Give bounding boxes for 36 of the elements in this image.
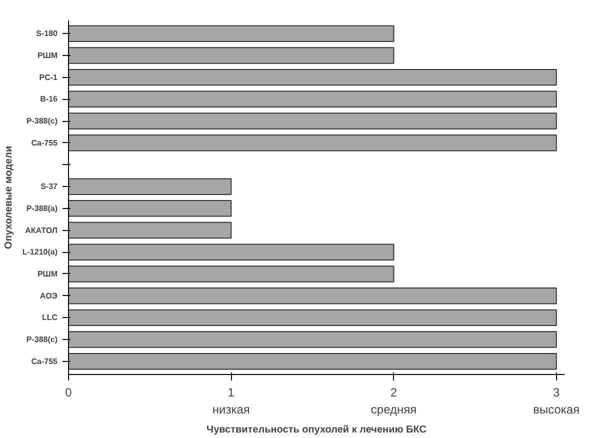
- y-tick-label: S-180: [36, 29, 58, 38]
- y-tick-label: АКАТОЛ: [25, 226, 58, 235]
- x-axis-title: Чувствительность опухолей к лечению БКС: [206, 424, 426, 436]
- bar: [68, 200, 232, 217]
- y-axis-title: Опухолевые модели: [3, 146, 14, 250]
- x-tick-label: 1 низкая: [212, 386, 250, 416]
- bar: [68, 244, 394, 260]
- bar: [68, 178, 232, 195]
- bar: [68, 68, 557, 86]
- y-tick-label: P-388(c): [26, 116, 58, 126]
- bar: [68, 222, 232, 239]
- bar: [68, 266, 394, 282]
- y-tick-label: PC-1: [39, 72, 58, 82]
- bar: [68, 90, 557, 108]
- y-tick-label: LLC: [42, 313, 58, 322]
- bar: [68, 134, 557, 152]
- y-tick-label: L-1210(a): [22, 248, 58, 257]
- x-tick-label: 0: [65, 386, 72, 400]
- y-tick-label: РШМ: [37, 50, 58, 60]
- y-tick-label: Ca-755: [31, 356, 58, 366]
- x-tick-label: 2 средняя: [370, 386, 417, 416]
- y-tick-label: АОЭ: [40, 291, 58, 300]
- bar: [68, 112, 557, 130]
- bar: [68, 309, 557, 326]
- bar: [68, 47, 394, 64]
- y-tick-label: B-16: [40, 94, 58, 104]
- y-tick-label: Ca-755: [31, 138, 58, 148]
- y-tick-label: P-388(c): [26, 335, 58, 344]
- bar: [68, 287, 557, 304]
- bar: [68, 331, 557, 348]
- y-tick-label: РШМ: [37, 269, 58, 278]
- bar: [68, 353, 557, 370]
- x-tick-label: 3 высокая: [533, 386, 580, 416]
- y-tick-label: P-388(a): [26, 204, 58, 213]
- y-tick-label: S-37: [40, 182, 58, 192]
- bar: [68, 25, 394, 42]
